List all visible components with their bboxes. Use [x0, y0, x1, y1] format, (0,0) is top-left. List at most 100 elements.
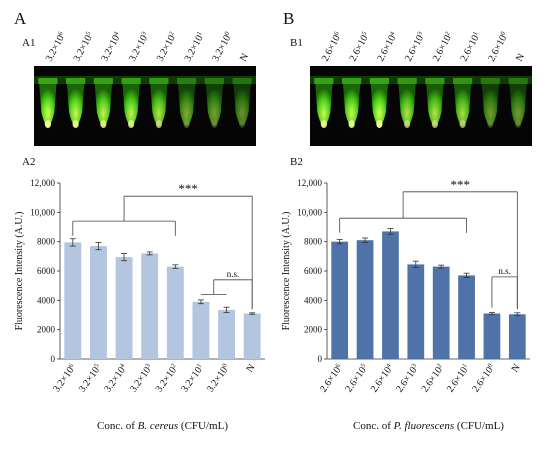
tube-label: 3.2×102 [154, 30, 179, 63]
tube [121, 78, 141, 128]
significance-label: *** [450, 177, 470, 192]
y-tick-label: 4000 [304, 295, 323, 305]
bar-chart-b: 0 2000 4000 6000 8000 10,000 12,000 Fluorescenc… [281, 177, 530, 432]
y-tick-label: 10,000 [30, 207, 55, 217]
x-tick-label: N [244, 362, 257, 374]
tube [66, 78, 86, 128]
tube-label: 2.6×102 [430, 30, 455, 63]
bar [331, 241, 349, 359]
error-bar [412, 260, 419, 269]
error-bar [488, 311, 495, 316]
error-bar [197, 299, 204, 305]
y-tick-label: 6000 [304, 266, 323, 276]
tube [149, 78, 169, 128]
tube-label: 2.6×105 [347, 30, 372, 63]
y-tick-label: 12,000 [30, 178, 55, 188]
tube-label: N [238, 52, 251, 64]
tube [397, 78, 417, 128]
tube-label: 3.2×104 [99, 30, 124, 64]
significance-label: n.s. [227, 269, 240, 279]
error-bar [362, 237, 369, 243]
tube-label: 2.6×103 [403, 30, 428, 63]
bar [407, 264, 425, 359]
chart-a-label: A2 [22, 156, 35, 168]
x-tick-label: 3.2×100 [205, 362, 232, 394]
x-tick-label: 3.2×104 [102, 362, 130, 395]
bar [483, 313, 501, 359]
tube-label: 2.6×106 [319, 30, 344, 64]
significance-bracket [200, 279, 253, 310]
y-tick-label: 0 [51, 354, 56, 364]
tube-label: 3.2×103 [127, 30, 152, 63]
x-tick-label: 3.2×106 [51, 362, 79, 395]
tube-label: N [514, 52, 527, 64]
error-bar [336, 239, 343, 245]
bar [243, 313, 261, 359]
tube-label: 2.6×101 [458, 30, 483, 63]
significance-label: n.s. [498, 266, 511, 276]
x-tick-label: 2.6×105 [343, 362, 370, 394]
bar [356, 240, 374, 359]
y-tick-label: 8000 [304, 237, 323, 247]
panel-a-label: A [14, 9, 27, 28]
x-axis-label: Conc. of B. cereus (CFU/mL) [97, 420, 228, 432]
tube-label: 3.2×101 [182, 30, 207, 63]
y-tick-label: 12,000 [297, 178, 322, 188]
bar [166, 266, 184, 359]
panel-b-label: B [283, 9, 294, 28]
error-bar [249, 312, 256, 315]
bar [89, 246, 107, 359]
bar [218, 309, 236, 359]
bar [432, 266, 450, 359]
x-tick-label: 3.2×105 [76, 362, 103, 394]
x-tick-label: 2.6×100 [470, 362, 497, 394]
significance-bracket [491, 276, 518, 310]
tube [38, 78, 58, 128]
tube-label: 2.6×104 [375, 30, 400, 64]
y-tick-label: 2000 [37, 325, 56, 335]
significance-label: *** [178, 181, 198, 196]
photo-b-label: B1 [290, 37, 303, 49]
chart-b-label: B2 [290, 156, 303, 168]
x-tick-label: 2.6×102 [419, 362, 446, 394]
y-tick-label: 4000 [37, 295, 56, 305]
tube [204, 78, 224, 128]
error-bar [121, 252, 128, 262]
tube [314, 78, 334, 128]
error-bar [514, 312, 521, 317]
bar [382, 231, 399, 359]
bar-chart-a: 0 2000 4000 6000 8000 10,000 12,000 Fluorescenc… [14, 178, 265, 432]
bar [64, 242, 82, 359]
bar [141, 253, 159, 359]
tube-label: 2.6×100 [486, 30, 511, 63]
error-bar [223, 306, 230, 313]
tube [342, 78, 362, 128]
photo-a-label: A1 [22, 37, 35, 49]
tube [453, 78, 473, 128]
x-tick-label: 2.6×104 [368, 362, 396, 395]
x-axis-label: Conc. of P. fluorescens (CFU/mL) [353, 420, 504, 432]
tube [480, 78, 500, 128]
bar [458, 275, 475, 359]
tube-cap-strip [34, 76, 256, 84]
tube [508, 78, 528, 128]
error-bar [463, 272, 470, 279]
y-tick-label: 0 [318, 354, 323, 364]
y-tick-label: 6000 [37, 266, 56, 276]
tube [177, 78, 197, 128]
y-tick-label: 10,000 [297, 207, 322, 217]
error-bar [146, 251, 153, 256]
x-tick-label: 2.6×106 [318, 362, 346, 395]
significance-bracket [339, 191, 518, 310]
tube-label: 3.2×106 [43, 30, 68, 64]
tube-label: 3.2×105 [71, 30, 96, 63]
bar [192, 301, 210, 359]
x-tick-label: 2.6×101 [445, 362, 472, 394]
y-axis-label: Fluorescence Intensity (A.U.) [14, 212, 25, 331]
error-bar [387, 228, 394, 235]
bar [508, 314, 526, 359]
error-bar [438, 264, 445, 269]
x-tick-label: 2.6×103 [394, 362, 421, 394]
error-bar [95, 241, 102, 251]
